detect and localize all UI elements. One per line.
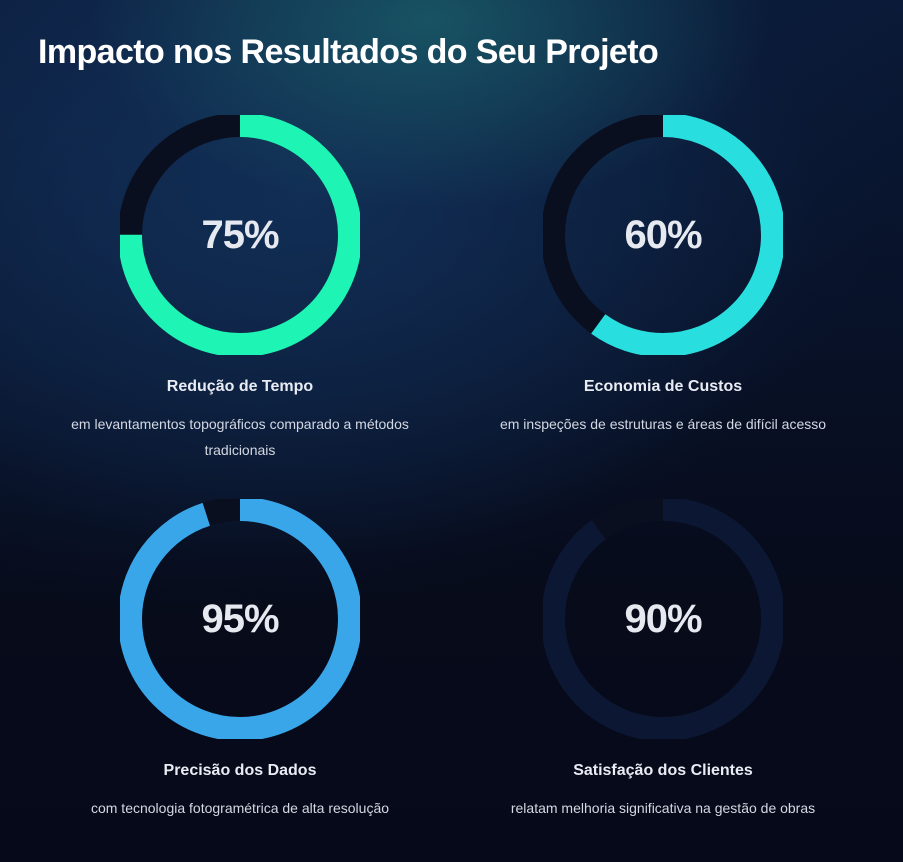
stat-description: relatam melhoria significativa na gestão… <box>510 800 816 816</box>
stat-value: 95% <box>201 597 279 641</box>
page-title: Impacto nos Resultados do Seu Projeto <box>38 33 659 71</box>
progress-ring: 95% <box>120 499 360 739</box>
stat-value: 75% <box>201 213 279 257</box>
progress-ring: 60% <box>543 115 783 355</box>
stat-value: 60% <box>624 213 702 257</box>
stat-description: com tecnologia fotogramétrica de alta re… <box>90 800 390 816</box>
progress-ring-graphic <box>120 115 360 355</box>
stat-value: 90% <box>624 597 702 641</box>
progress-ring-graphic <box>543 115 783 355</box>
stat-label: Economia de Custos <box>583 378 743 395</box>
progress-ring-arc <box>120 115 360 355</box>
stat-description: em levantamentos topográficos comparado … <box>71 416 409 458</box>
progress-ring-graphic <box>120 499 360 739</box>
progress-ring: 90% <box>543 499 783 739</box>
stat-label: Satisfação dos Clientes <box>573 762 753 779</box>
progress-ring-arc <box>543 115 783 355</box>
stat-description: em inspeções de estruturas e áreas de di… <box>499 416 827 432</box>
progress-ring-arc <box>120 499 360 739</box>
progress-ring: 75% <box>120 115 360 355</box>
progress-ring-graphic <box>543 499 783 739</box>
progress-ring-arc <box>543 499 783 739</box>
stat-label: Precisão dos Dados <box>163 762 317 779</box>
stat-label: Redução de Tempo <box>166 378 314 395</box>
